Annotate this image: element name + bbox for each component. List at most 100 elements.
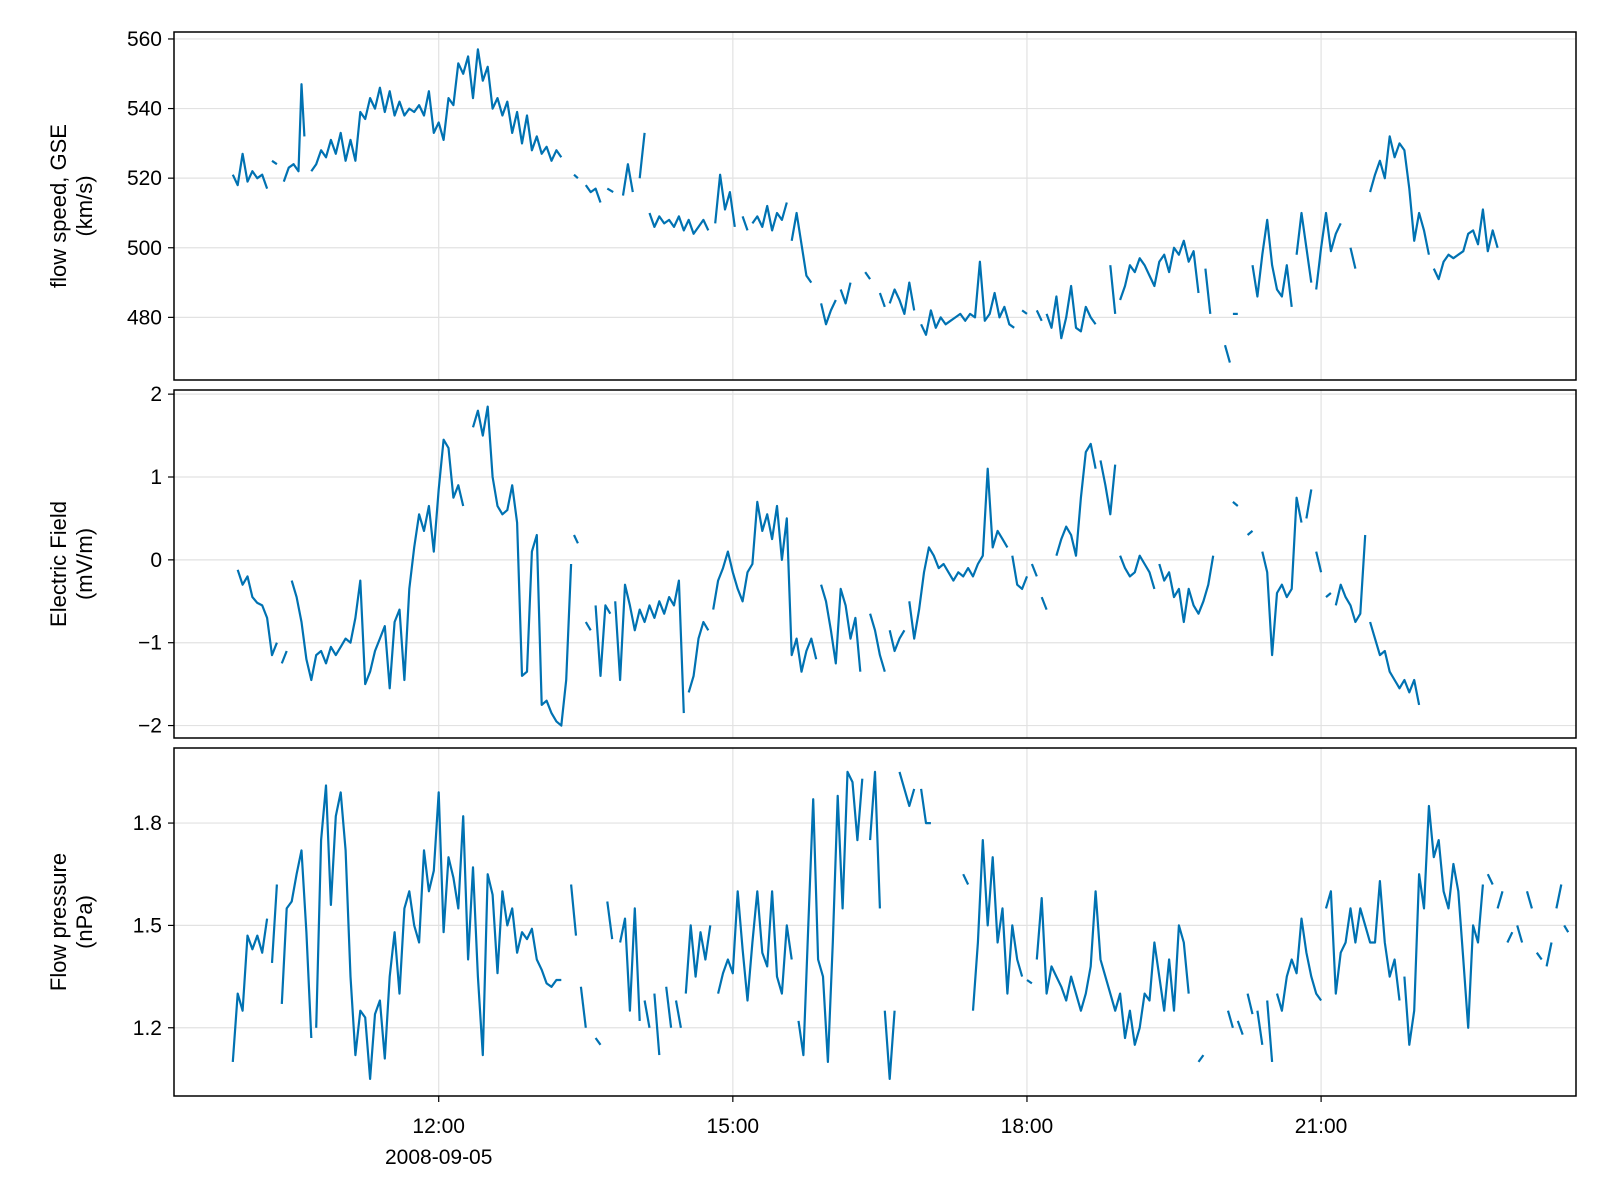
flow-pressure-segment: [962, 873, 970, 885]
electric-field-segment: [1369, 621, 1421, 706]
electric-field-segment: [594, 604, 612, 678]
flow-pressure-segment: [1516, 925, 1524, 943]
electric-field-segment: [1261, 496, 1303, 657]
flow-pressure-segment: [1197, 1054, 1205, 1063]
flow-speed-segment: [741, 216, 749, 231]
electric-field-segment: [888, 629, 906, 653]
flow-speed-segment: [878, 292, 886, 308]
flow-pressure-segment: [653, 993, 661, 1056]
flow-speed-segment: [1369, 135, 1430, 255]
electric-field-segment: [1011, 555, 1029, 591]
flow-speed-segment: [839, 282, 852, 305]
flow-speed-segment: [888, 281, 916, 315]
electric-field-segment: [1158, 555, 1215, 624]
flow-pressure-segment: [1525, 890, 1533, 909]
flow-speed-segment: [648, 212, 710, 235]
flow-speed-segment: [1021, 309, 1028, 315]
electric-field-segment: [1232, 501, 1239, 507]
electric-field-segment: [1246, 530, 1254, 536]
flow-speed-ylabel: flow speed, GSE: [46, 124, 71, 288]
flow-pressure-ytick-label: 1.5: [133, 914, 162, 937]
flow-speed-segment: [820, 299, 837, 326]
electric-field-segment: [1030, 563, 1038, 577]
flow-speed-ytick-label: 520: [127, 167, 162, 190]
flow-speed-segment: [231, 152, 269, 189]
electric-field-segment: [573, 534, 579, 544]
electric-field-segment: [712, 500, 818, 673]
flow-pressure-segment: [231, 918, 269, 1062]
flow-pressure-segment: [665, 986, 673, 1028]
flow-speed-segment: [310, 48, 563, 172]
flow-pressure-segment: [1496, 890, 1504, 909]
flow-pressure-segment: [1246, 993, 1254, 1015]
flow-pressure-segment: [920, 788, 931, 825]
flow-pressure-segment: [1403, 804, 1484, 1046]
flow-pressure-segment: [315, 784, 562, 1081]
flow-pressure-segment: [869, 770, 881, 909]
flow-speed-panel: 480 500 520 540 560 flow speed, GSE (km/s): [46, 28, 1577, 381]
flow-pressure-segment: [1545, 942, 1553, 967]
flow-speed-segment: [1045, 284, 1097, 340]
flow-pressure-segment: [1035, 890, 1190, 1046]
flow-pressure-segment: [643, 1000, 651, 1028]
flow-speed-ytick-label: 500: [127, 237, 162, 260]
flow-pressure-segment: [898, 771, 916, 808]
flow-pressure-segment: [717, 890, 793, 1002]
flow-speed-series: [231, 48, 1499, 363]
flow-pressure-segment: [1266, 1000, 1274, 1062]
electric-field-segment: [1305, 489, 1313, 519]
electric-field-segment: [820, 584, 862, 672]
flow-speed-segment: [790, 211, 813, 284]
flow-pressure-series: [231, 770, 1570, 1081]
flow-speed-segment: [1119, 239, 1200, 301]
flow-speed-segment: [1204, 268, 1212, 315]
electric-field-segment: [280, 650, 288, 664]
electric-field-segment: [869, 613, 886, 673]
flow-speed-segment: [271, 159, 278, 166]
flow-speed-segment: [1432, 208, 1499, 281]
flow-pressure-segment: [797, 770, 864, 1064]
electric-field-frame: [173, 389, 1577, 739]
flow-pressure-segment: [1275, 917, 1322, 1012]
xtick-label: 21:00: [1295, 1115, 1348, 1138]
flow-pressure-segment: [579, 986, 587, 1028]
x-axis: 12:00 15:00 18:00 21:00 2008-09-05: [385, 1096, 1347, 1169]
flow-speed-segment: [584, 184, 602, 203]
flow-pressure-ytick-label: 1.8: [133, 812, 162, 835]
electric-field-segment: [614, 579, 685, 714]
flow-speed-segment: [573, 173, 579, 180]
flow-speed-yunit: (km/s): [72, 175, 97, 236]
flow-speed-segment: [1035, 309, 1043, 322]
flow-speed-segment: [1251, 218, 1293, 308]
flow-pressure-segment: [971, 838, 1024, 1011]
flow-pressure-plot-area: [174, 748, 1576, 1096]
electric-field-segment: [1119, 554, 1156, 590]
electric-field-segment: [471, 405, 573, 727]
flow-speed-segment: [1223, 344, 1231, 363]
flow-speed-segment: [1349, 247, 1357, 269]
electric-field-series: [236, 405, 1421, 727]
flow-speed-frame: [173, 31, 1577, 381]
electric-field-panel: −2 −1 0 1 2 Electric Field (mV/m): [46, 383, 1577, 739]
electric-field-plot-area: [174, 390, 1576, 738]
flow-pressure-segment: [674, 1000, 682, 1028]
flow-pressure-segment: [570, 884, 578, 936]
flow-pressure-segment: [619, 907, 641, 1021]
flow-pressure-segment: [594, 1037, 602, 1046]
flow-speed-segment: [714, 173, 736, 228]
electric-field-segment: [1315, 551, 1323, 573]
electric-field-ytick-label: 2: [150, 383, 162, 406]
electric-field-segment: [1040, 596, 1048, 611]
electric-field-ytick-label: −2: [138, 715, 162, 738]
flow-speed-segment: [751, 202, 788, 232]
flow-pressure-panel: 1.2 1.5 1.8 Flow pressure (nPa): [46, 747, 1577, 1097]
flow-speed-segment: [638, 132, 646, 179]
flow-pressure-segment: [1535, 952, 1543, 961]
electric-field-segment: [1334, 534, 1367, 624]
flow-pressure-frame: [173, 747, 1577, 1097]
flow-pressure-segment: [606, 901, 614, 940]
flow-speed-segment: [1295, 211, 1313, 283]
flow-pressure-segment: [684, 924, 712, 994]
xtick-label: 12:00: [412, 1115, 465, 1138]
